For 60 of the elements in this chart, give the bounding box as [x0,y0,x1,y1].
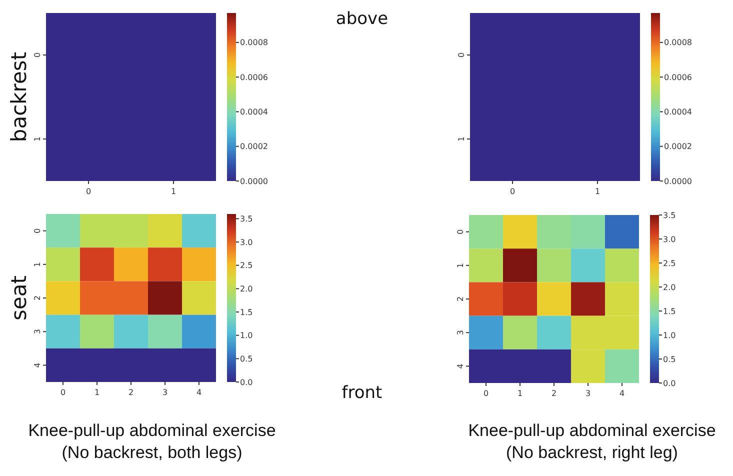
color-bar-label: 0.0002 [664,142,692,152]
color-bar-label: 0.0 [663,378,676,388]
color-bar-label: 1.5 [240,308,253,317]
text: above [336,9,388,29]
x-tick-label: 4 [619,389,625,398]
y-tick-label: 1 [456,262,465,268]
y-tick-label: 0 [457,52,466,58]
color-bar-label: 1.5 [663,306,676,316]
x-tick-label: 0 [510,187,516,196]
x-tick-label: 1 [94,388,100,397]
color-bar-label: 1.0 [663,330,676,340]
x-axis-title: Knee-pull-up abdominal exercise (No backrest, both legs) [28,421,276,462]
color-bar-label: 2.5 [663,258,676,268]
color-bar-label: 0.0006 [240,72,268,82]
color-bar-label: 3.5 [240,214,253,224]
color-bar-label: 0.0006 [664,72,692,82]
y-tick-label: 2 [33,295,42,301]
x-tick-label: 1 [170,187,176,196]
color-bar-label: 3.5 [663,210,676,220]
color-bar-label: 3.0 [240,238,253,247]
text: front [342,383,383,403]
x-tick-label: 1 [594,187,600,196]
color-bar-label: 0.0004 [664,108,692,117]
color-bar-label: 0.0 [240,378,253,387]
y-tick-label: 4 [456,364,465,369]
color-bar-label: 0.0004 [240,108,268,117]
color-bar-label: 0.0000 [240,176,268,186]
y-axis-title: backrest [7,52,31,142]
x-tick-label: 2 [128,388,134,397]
y-tick-label: 1 [457,136,466,142]
y-tick-label: 0 [33,228,42,234]
color-bar-label: 2.0 [663,282,676,292]
y-tick-label: 4 [33,362,42,368]
x-tick-label: 3 [585,389,591,398]
x-tick-label: 0 [60,388,66,397]
color-bar-label: 3.0 [663,234,676,244]
x-tick-label: 4 [196,388,202,397]
x-tick-label: 1 [517,389,523,398]
y-tick-label: 1 [33,136,42,142]
x-tick-label: 3 [162,388,168,397]
y-tick-label: 0 [33,52,42,58]
x-tick-label: 0 [483,389,489,398]
y-tick-label: 0 [456,229,465,234]
color-bar-label: 0.0002 [240,142,268,152]
color-bar-label: 0.5 [240,354,253,364]
color-bar-label: 0.0008 [240,38,268,48]
y-tick-label: 3 [456,330,465,336]
y-tick-label: 3 [33,329,42,334]
x-axis-title: Knee-pull-up abdominal exercise (No backrest, right leg) [468,421,716,462]
color-bar-label: 0.0008 [664,38,692,48]
color-bar-label: 1.0 [240,331,253,340]
color-bar-label: 2.5 [240,261,253,270]
color-bar-label: 2.0 [240,284,253,294]
y-axis-title: seat [7,276,31,320]
x-tick-label: 2 [551,389,557,398]
x-tick-label: 0 [86,187,92,196]
color-bar-label: 0.5 [663,354,676,364]
y-tick-label: 1 [33,262,42,267]
color-bar-label: 0.0000 [664,176,692,186]
y-tick-label: 2 [456,296,465,302]
